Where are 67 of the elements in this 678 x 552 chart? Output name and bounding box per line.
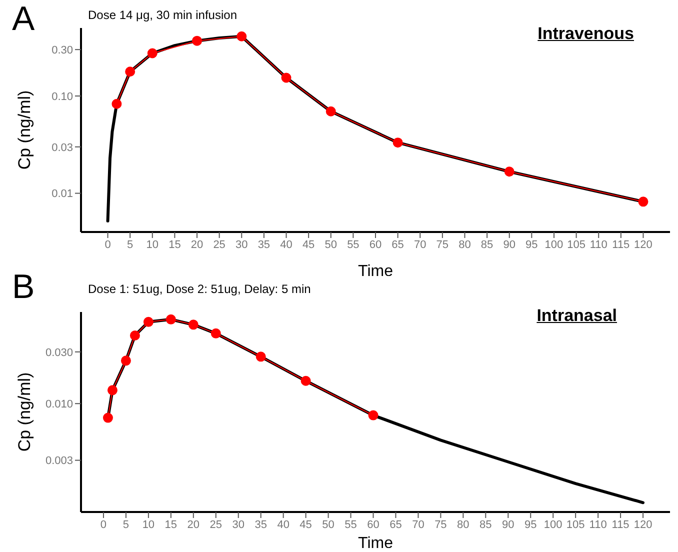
x-tick-label: 40 (277, 518, 290, 531)
x-tick-label: 15 (168, 238, 181, 251)
x-tick-label: 50 (324, 238, 338, 251)
text: B (12, 268, 35, 306)
x-tick-label: 20 (190, 238, 204, 251)
x-tick-label: 95 (526, 238, 538, 251)
chart-subtitle: Dose 1: 51ug, Dose 2: 51ug, Delay: 5 min (88, 282, 311, 296)
y-tick-label: 0.030 (45, 346, 73, 359)
y-axis-title: Cp (ng/ml) (15, 372, 34, 452)
x-tick-label: 120 (634, 518, 652, 531)
x-tick-label: 0 (100, 518, 107, 531)
x-tick-label: 115 (612, 518, 630, 531)
x-tick-label: 85 (480, 518, 492, 531)
x-tick-label: 60 (369, 238, 382, 251)
y-tick-label: 0.10 (52, 90, 73, 103)
x-tick-label: 45 (300, 518, 312, 531)
text: A (12, 0, 35, 38)
x-tick-label: 110 (589, 518, 607, 531)
x-tick-label: 25 (210, 518, 222, 531)
x-tick-label: 35 (254, 518, 267, 531)
x-tick-label: 75 (436, 238, 449, 251)
x-tick-label: 55 (347, 238, 360, 251)
x-tick-label: 105 (567, 238, 586, 251)
x-tick-label: 20 (187, 518, 200, 531)
y-tick-label: 0.010 (45, 398, 73, 411)
x-tick-label: 120 (634, 238, 652, 251)
x-tick-label: 105 (566, 518, 585, 531)
x-tick-label: 65 (392, 238, 404, 251)
x-tick-label: 0 (104, 238, 111, 251)
y-tick-label: 0.03 (52, 142, 73, 154)
x-tick-label: 70 (414, 238, 426, 251)
y-tick-label: 0.01 (52, 188, 73, 200)
x-tick-label: 25 (213, 238, 226, 251)
chart-title: Intravenous (538, 24, 634, 44)
x-tick-label: 100 (544, 238, 564, 251)
x-tick-label: 90 (503, 238, 516, 251)
x-axis-title: Time (358, 535, 394, 552)
x-tick-label: 45 (302, 238, 315, 251)
x-tick-label: 65 (390, 518, 402, 531)
x-tick-label: 5 (122, 518, 130, 531)
x-tick-label: 95 (524, 518, 537, 531)
x-tick-label: 10 (146, 238, 159, 251)
y-tick-label: 0.30 (52, 44, 73, 56)
x-tick-label: 5 (127, 238, 134, 251)
x-tick-label: 80 (457, 518, 470, 531)
x-tick-label: 85 (480, 238, 494, 251)
x-tick-label: 100 (544, 518, 562, 531)
x-tick-label: 75 (434, 518, 447, 531)
chart-subtitle: Dose 14 μg, 30 min infusion (88, 8, 237, 22)
x-tick-label: 115 (612, 238, 630, 251)
x-tick-label: 15 (164, 518, 178, 531)
x-tick-label: 35 (258, 238, 270, 251)
x-tick-label: 50 (322, 518, 334, 531)
x-tick-label: 40 (280, 238, 292, 251)
x-tick-label: 70 (412, 518, 424, 531)
x-tick-label: 80 (458, 238, 471, 251)
y-tick-label: 0.003 (45, 455, 73, 468)
x-tick-label: 55 (344, 518, 357, 531)
x-tick-label: 30 (236, 238, 248, 251)
x-axis-title: Time (358, 263, 394, 280)
x-tick-label: 30 (232, 518, 244, 531)
x-tick-label: 110 (590, 238, 608, 251)
x-tick-label: 60 (367, 518, 380, 531)
x-tick-label: 90 (502, 518, 514, 531)
chart-title: Intranasal (536, 306, 617, 326)
x-tick-label: 10 (142, 518, 155, 531)
y-axis-title: Cp (ng/ml) (15, 90, 34, 170)
